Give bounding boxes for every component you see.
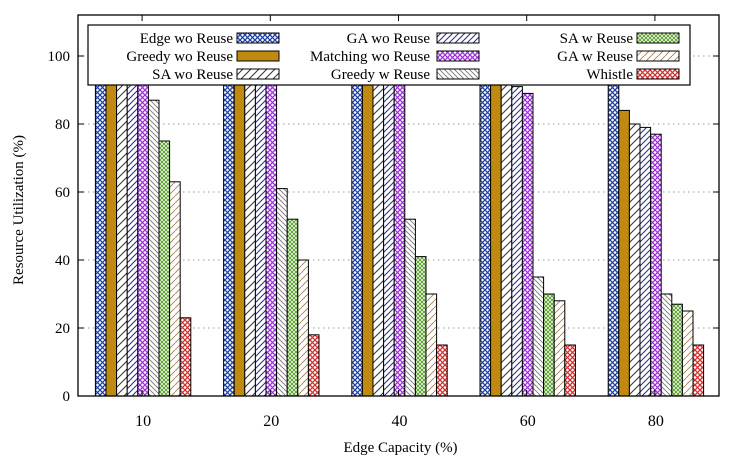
bar-sa-wo-reuse-60: [500, 75, 513, 397]
legend-swatch: [236, 32, 280, 44]
legend-swatch: [636, 50, 680, 62]
bar-matching-wo-reuse-10: [137, 55, 149, 397]
legend-label: Whistle: [586, 67, 633, 83]
bar-ga-wo-reuse-40: [383, 55, 395, 397]
bar-edge-wo-reuse-40: [351, 55, 363, 397]
bar-whistle-80: [692, 344, 705, 397]
y-tick-label: 0: [63, 389, 71, 405]
legend-box: [87, 24, 691, 86]
legend-swatch: [236, 68, 280, 80]
legend: Edge wo Reuse Greedy wo Reuse SA wo Reuse G…: [87, 24, 691, 86]
legend-label: Greedy wo Reuse: [126, 49, 233, 65]
bar-ga-wo-reuse-60: [511, 86, 523, 397]
bar-ga-w-reuse-40: [425, 293, 438, 397]
legend-label: GA wo Reuse: [347, 31, 431, 47]
y-tick-label: 40: [55, 253, 70, 269]
y-tick-label: 80: [55, 117, 70, 133]
legend-label: Matching wo Reuse: [310, 49, 430, 65]
y-tick-label: 60: [55, 185, 70, 201]
bar-sa-wo-reuse-10: [116, 55, 128, 397]
bar-sa-w-reuse-80: [671, 303, 683, 397]
bar-greedy-wo-reuse-40: [361, 55, 374, 397]
legend-label: SA w Reuse: [560, 31, 634, 47]
bar-greedy-w-reuse-80: [660, 293, 673, 397]
legend-label: GA w Reuse: [557, 49, 633, 65]
bar-sa-wo-reuse-20: [244, 55, 256, 397]
bar-greedy-w-reuse-20: [276, 188, 288, 397]
bar-ga-w-reuse-10: [169, 181, 181, 397]
bar-sa-wo-reuse-40: [372, 55, 385, 397]
x-tick-label: 60: [520, 413, 536, 430]
bar-whistle-10: [179, 317, 192, 397]
x-tick-label: 10: [135, 413, 151, 430]
y-tick-label: 100: [48, 49, 71, 65]
bar-greedy-w-reuse-10: [147, 99, 160, 397]
bar-edge-wo-reuse-60: [479, 55, 492, 397]
legend-swatch: [436, 50, 480, 62]
legend-label: Edge wo Reuse: [140, 31, 234, 47]
legend-label: SA wo Reuse: [152, 67, 233, 83]
bar-matching-wo-reuse-80: [650, 133, 662, 397]
bar-sa-w-reuse-10: [158, 140, 171, 397]
bar-edge-wo-reuse-80: [607, 72, 620, 397]
legend-swatch: [236, 50, 280, 62]
bar-ga-w-reuse-60: [553, 300, 566, 397]
x-tick-label: 40: [392, 413, 408, 430]
bar-greedy-wo-reuse-60: [490, 69, 502, 397]
bar-greedy-wo-reuse-20: [233, 55, 246, 397]
bar-sa-wo-reuse-80: [628, 123, 641, 397]
x-tick-label: 80: [648, 413, 664, 430]
bar-whistle-20: [307, 334, 320, 397]
legend-swatch: [436, 68, 480, 80]
legend-swatch: [636, 68, 680, 80]
bar-edge-wo-reuse-20: [223, 55, 235, 397]
y-axis-label: Resource Utilization (%): [11, 135, 27, 285]
bar-greedy-w-reuse-40: [404, 218, 416, 397]
x-axis-label: Edge Capacity (%): [343, 440, 457, 456]
bar-edge-wo-reuse-10: [94, 55, 107, 397]
x-tick-label: 20: [263, 413, 279, 430]
bar-matching-wo-reuse-60: [521, 92, 534, 397]
bar-sa-w-reuse-20: [286, 218, 299, 397]
bar-ga-wo-reuse-10: [126, 55, 139, 397]
bars: [94, 55, 705, 397]
legend-swatch: [436, 32, 480, 44]
bar-greedy-wo-reuse-10: [105, 55, 118, 397]
bar-greedy-wo-reuse-80: [618, 109, 630, 397]
bar-matching-wo-reuse-40: [393, 55, 406, 397]
y-tick-label: 20: [55, 321, 70, 337]
legend-swatch: [636, 32, 680, 44]
bar-ga-wo-reuse-20: [254, 55, 267, 397]
bar-ga-w-reuse-20: [297, 259, 309, 397]
bar-sa-w-reuse-60: [543, 293, 555, 397]
bar-matching-wo-reuse-20: [265, 55, 278, 397]
bar-whistle-60: [564, 344, 576, 397]
bar-ga-wo-reuse-80: [639, 126, 652, 397]
bar-greedy-w-reuse-60: [532, 276, 545, 397]
bar-sa-w-reuse-40: [414, 256, 427, 397]
bar-whistle-40: [436, 344, 448, 397]
axes: 0 20 40 60 80 100 10 20 40 60 80: [48, 15, 719, 430]
bar-ga-w-reuse-80: [681, 310, 694, 397]
legend-label: Greedy w Reuse: [331, 67, 430, 83]
